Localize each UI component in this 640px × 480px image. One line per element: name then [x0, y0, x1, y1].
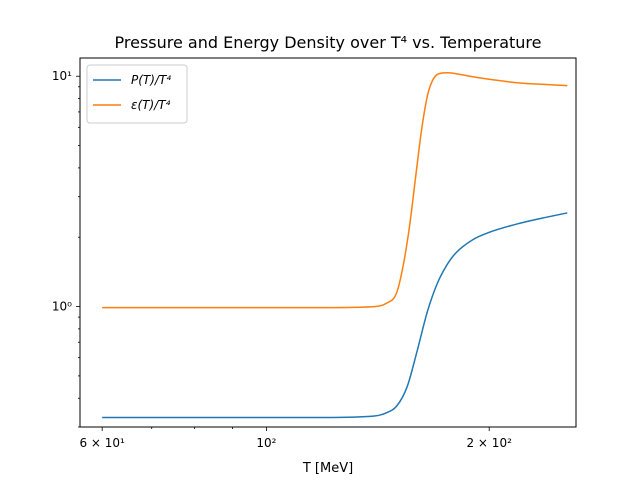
x-tick-label: 6 × 10¹	[79, 436, 125, 450]
y-tick-label: 10⁰	[52, 300, 72, 314]
x-tick-label: 10²	[256, 436, 276, 450]
legend-label-pressure: P(T)/T⁴	[131, 73, 171, 87]
legend: P(T)/T⁴ ε(T)/T⁴	[87, 65, 187, 123]
chart-title: Pressure and Energy Density over T⁴ vs. …	[115, 33, 542, 52]
y-tick-label: 10¹	[52, 69, 72, 83]
x-tick-label: 2 × 10²	[466, 436, 512, 450]
x-axis-label: T [MeV]	[302, 461, 353, 476]
legend-label-energy: ε(T)/T⁴	[131, 98, 171, 112]
